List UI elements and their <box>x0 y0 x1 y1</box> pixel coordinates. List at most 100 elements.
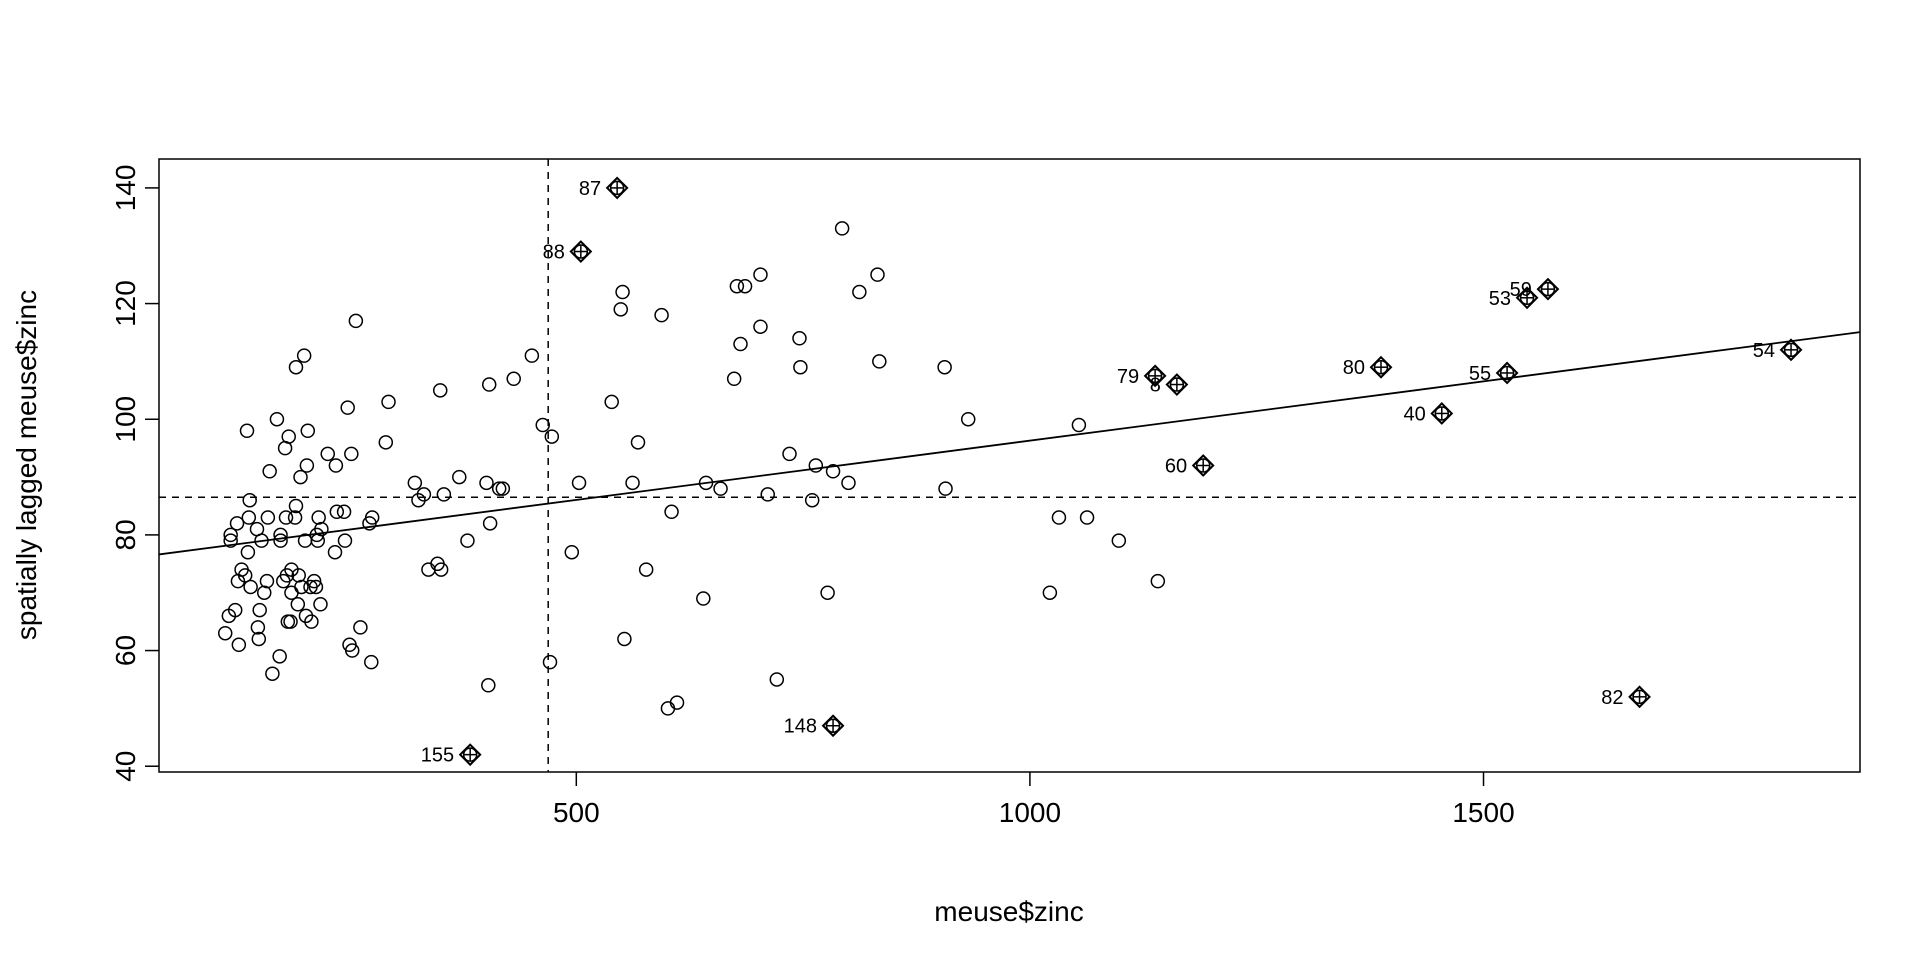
scatter-point <box>344 643 360 658</box>
scatter-point <box>613 302 629 317</box>
scatter-point <box>524 348 540 363</box>
scatter-point <box>344 446 359 462</box>
scatter-point <box>251 631 267 647</box>
scatter-point <box>416 487 432 502</box>
scatter-point <box>288 359 304 375</box>
scatter-point <box>491 481 507 496</box>
scatter-point <box>353 620 368 635</box>
scatter-point <box>229 516 245 531</box>
influential-point-label: 80 <box>1343 357 1365 379</box>
scatter-point <box>280 614 296 629</box>
scatter-point <box>733 336 748 352</box>
scatter-point <box>327 544 343 560</box>
scatter-point <box>841 475 856 491</box>
scatter-point <box>481 377 497 392</box>
influential-point-label: 54 <box>1753 340 1775 362</box>
scatter-point <box>241 510 257 525</box>
y-tick-label: 60 <box>110 635 141 666</box>
scatter-point <box>329 504 345 520</box>
influential-point <box>1430 402 1454 425</box>
scatter-point <box>287 510 303 525</box>
influential-point <box>821 714 845 738</box>
influential-point <box>458 743 482 767</box>
influential-point <box>1191 454 1215 477</box>
influential-point <box>1536 277 1560 301</box>
influential-point <box>605 176 629 200</box>
scatter-point <box>265 666 280 681</box>
scatter-point <box>433 562 449 577</box>
scatter-point <box>364 510 380 525</box>
scatter-point <box>378 435 394 450</box>
scatter-point <box>240 544 256 560</box>
influential-point <box>569 240 593 263</box>
scatter-point <box>262 464 277 479</box>
influential-point-label: 79 <box>1117 366 1139 388</box>
scatter-point <box>726 371 742 387</box>
scatter-point <box>407 475 423 491</box>
x-axis: 500 1000 1500 <box>553 772 1515 828</box>
scatter-point <box>870 267 885 282</box>
scatter-point <box>834 221 850 236</box>
influential-point-label: 55 <box>1469 363 1491 385</box>
scatter-point <box>654 307 669 323</box>
scatter-point <box>481 678 496 693</box>
scatter-point <box>615 284 630 300</box>
influential-point <box>1515 286 1539 310</box>
scatter-point <box>306 573 322 589</box>
scatter-point <box>737 278 753 294</box>
scatter-point <box>630 435 646 450</box>
regression-line-group <box>158 331 1861 556</box>
scatter-point <box>782 446 797 462</box>
scatter-points <box>217 221 1166 716</box>
scatter-point <box>432 383 448 398</box>
y-tick-label: 80 <box>110 519 141 550</box>
scatter-point <box>698 475 714 491</box>
scatter-point <box>937 359 952 375</box>
scatter-point <box>452 469 467 485</box>
scatter-point <box>308 579 324 595</box>
scatter-point <box>281 429 296 444</box>
scatter-point <box>808 458 824 473</box>
scatter-point <box>852 284 867 300</box>
y-tick-label: 140 <box>110 165 141 212</box>
scatter-point <box>535 417 550 433</box>
scatter-point <box>1079 510 1095 525</box>
scatter-point <box>340 400 355 415</box>
scatter-point <box>825 464 841 479</box>
scatter-point <box>293 469 308 485</box>
scatter-point <box>314 521 329 537</box>
scatter-point <box>495 481 511 496</box>
scatter-point <box>938 481 953 496</box>
x-tick-label: 1000 <box>999 797 1061 828</box>
scatter-point <box>460 533 475 548</box>
scatter-point <box>421 562 436 577</box>
scatter-point <box>804 492 820 508</box>
influential-point <box>1143 364 1167 388</box>
scatter-point <box>1042 585 1058 600</box>
scatter-point <box>239 423 255 439</box>
scatter-point <box>482 516 498 531</box>
scatter-point <box>299 458 315 473</box>
scatter-point <box>436 487 452 502</box>
scatter-point <box>760 487 775 502</box>
influential-point-label: 155 <box>421 745 454 767</box>
x-axis-title: meuse$zinc <box>934 896 1083 927</box>
scatter-point <box>290 597 306 612</box>
scatter-point <box>564 544 580 560</box>
scatter-point <box>311 510 326 525</box>
y-axis-title: spatially lagged meuse$zinc <box>11 290 42 640</box>
influential-point-label: 60 <box>1165 456 1187 478</box>
scatter-point <box>753 319 768 334</box>
influential-point-label: 148 <box>784 716 817 738</box>
scatter-point <box>273 533 288 548</box>
influential-point-label: 53 <box>1489 288 1511 310</box>
scatter-point <box>291 568 306 583</box>
scatter-point <box>348 313 364 329</box>
scatter-point <box>260 510 276 525</box>
scatter-point <box>231 637 247 653</box>
scatter-point <box>544 429 560 444</box>
y-tick-label: 100 <box>110 396 141 443</box>
scatter-point <box>571 475 587 491</box>
